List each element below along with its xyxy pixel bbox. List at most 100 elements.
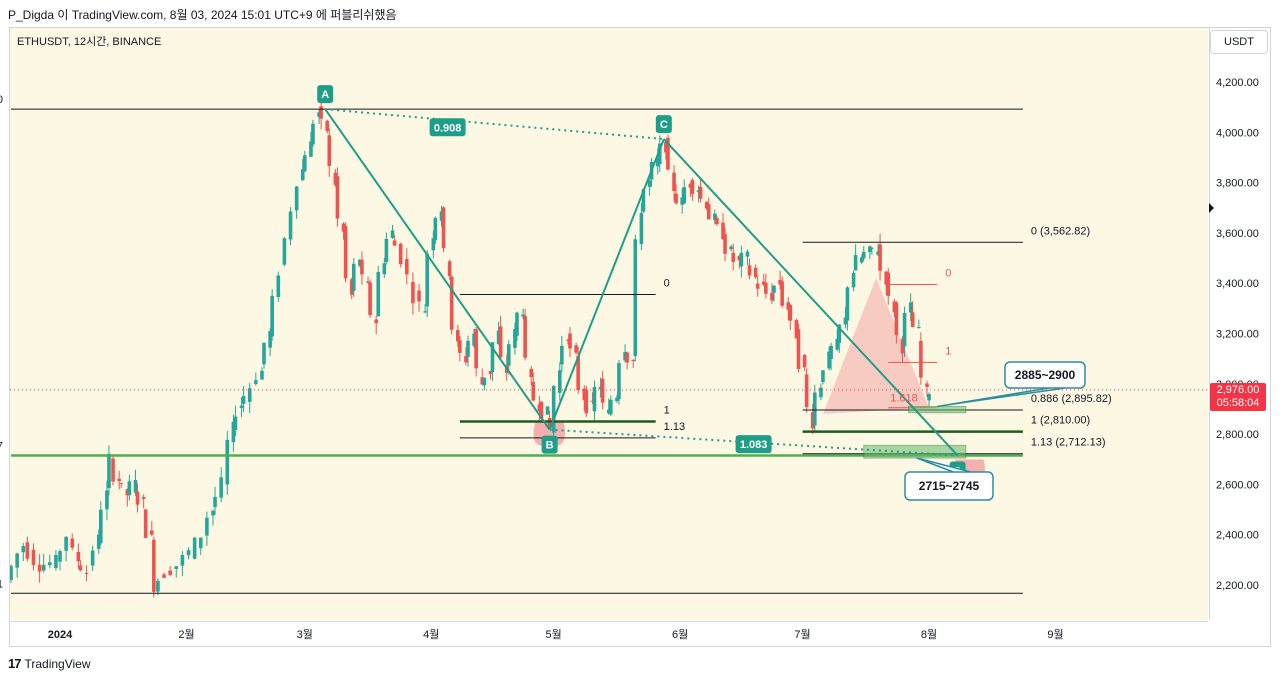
candle-body [288, 211, 293, 240]
candle-body [631, 359, 636, 362]
candle-body [374, 319, 378, 324]
fib-level-label: 1 [945, 345, 951, 357]
candle-body [431, 238, 436, 251]
candle-body [433, 217, 438, 241]
candle-body [737, 256, 742, 261]
candle-body [99, 509, 103, 544]
candle-body [192, 537, 197, 559]
fib-level-label: 1 [0, 578, 3, 590]
candle-body [682, 187, 687, 204]
candle-body [551, 386, 556, 433]
candle-body [231, 421, 236, 443]
candle-body [666, 137, 670, 170]
candle-body [731, 252, 735, 262]
candle-body [706, 204, 711, 220]
candle-body [843, 317, 848, 325]
candle-body [78, 565, 83, 571]
candle-body [715, 217, 719, 225]
tradingview-logo[interactable]: 17 TradingView [8, 656, 91, 671]
candle-body [558, 370, 562, 393]
candle-body [521, 314, 525, 317]
candle-body [672, 172, 676, 191]
plot-area[interactable] [10, 28, 1208, 620]
candle-body [688, 184, 693, 188]
candle-body [447, 261, 452, 276]
candle-body [647, 180, 652, 187]
candle-body [441, 207, 446, 249]
candle-body [531, 381, 536, 401]
candle-body [425, 253, 429, 307]
candle-body [780, 281, 784, 306]
candle-body [325, 120, 330, 132]
pattern-point-a [317, 85, 334, 104]
time-tick-label: 7월 [794, 628, 810, 641]
candle-body [239, 405, 244, 408]
candle-body [58, 551, 62, 562]
candle-body [162, 574, 166, 578]
fib-level-label: 1 (2,810.00) [1031, 415, 1090, 427]
candle-body [70, 538, 75, 548]
candle-body [884, 271, 888, 285]
candle-body [606, 409, 611, 414]
symbol-title: ETHUSDT, 12시간, BINANCE [17, 36, 162, 48]
candle-body [439, 211, 444, 221]
candle-body [474, 329, 478, 369]
candle-body [878, 244, 882, 271]
candle-body [168, 570, 172, 575]
candle-body [861, 251, 866, 259]
candle-body [894, 302, 899, 336]
projection-triangle [822, 278, 930, 414]
candle-body [343, 225, 348, 279]
fib-level-label: 1 [664, 405, 670, 417]
ratio-label: 0.908 [434, 122, 462, 134]
currency-button[interactable]: USDT [1210, 30, 1268, 54]
candle-body [633, 239, 638, 357]
candle-body [294, 186, 299, 211]
candle-body [488, 370, 493, 374]
fib-level-label: 1.618 [890, 393, 918, 405]
candle-body [802, 355, 807, 368]
candle-body [498, 326, 503, 358]
candle-body [868, 246, 872, 253]
candle-body [205, 517, 209, 536]
ratio-line-ac [325, 108, 664, 141]
candle-body [127, 481, 132, 496]
candle-body [729, 246, 733, 250]
candle-body [641, 189, 646, 212]
candle-body [456, 330, 460, 342]
candle-body [466, 340, 470, 357]
candle-body [464, 356, 468, 363]
candle-body [384, 238, 389, 262]
candle-body [219, 477, 223, 498]
candle-body [772, 285, 776, 293]
chart-frame [9, 27, 1271, 647]
price-tick-label: 3,200.00 [1216, 329, 1259, 341]
candle-body [747, 265, 752, 276]
time-axis[interactable] [10, 621, 1208, 646]
candle-body [870, 247, 874, 249]
candle-body [107, 453, 111, 489]
candle-body [576, 356, 580, 391]
candle-body [64, 536, 68, 551]
candle-body [105, 490, 109, 510]
candle-body [117, 478, 121, 481]
fib-level-label: 1.13 (2,712.13) [1031, 437, 1106, 449]
candle-body [349, 279, 354, 295]
candle-body [360, 259, 364, 275]
candle-body [804, 374, 809, 408]
price-axis[interactable] [1209, 28, 1270, 620]
tv-logo-icon: 17 [8, 656, 22, 671]
candle-body [90, 550, 95, 566]
candle-body [547, 418, 552, 429]
candle-body [927, 394, 931, 401]
candle-body [698, 186, 703, 199]
candle-body [317, 112, 321, 117]
candle-body [639, 213, 644, 245]
candle-body [174, 566, 179, 569]
candle-body [135, 491, 140, 505]
candle-body [300, 169, 305, 181]
pattern-point-label: B [546, 440, 554, 452]
price-tick-label: 3,600.00 [1216, 228, 1259, 240]
fib-level-label: 0.707 [0, 440, 3, 452]
